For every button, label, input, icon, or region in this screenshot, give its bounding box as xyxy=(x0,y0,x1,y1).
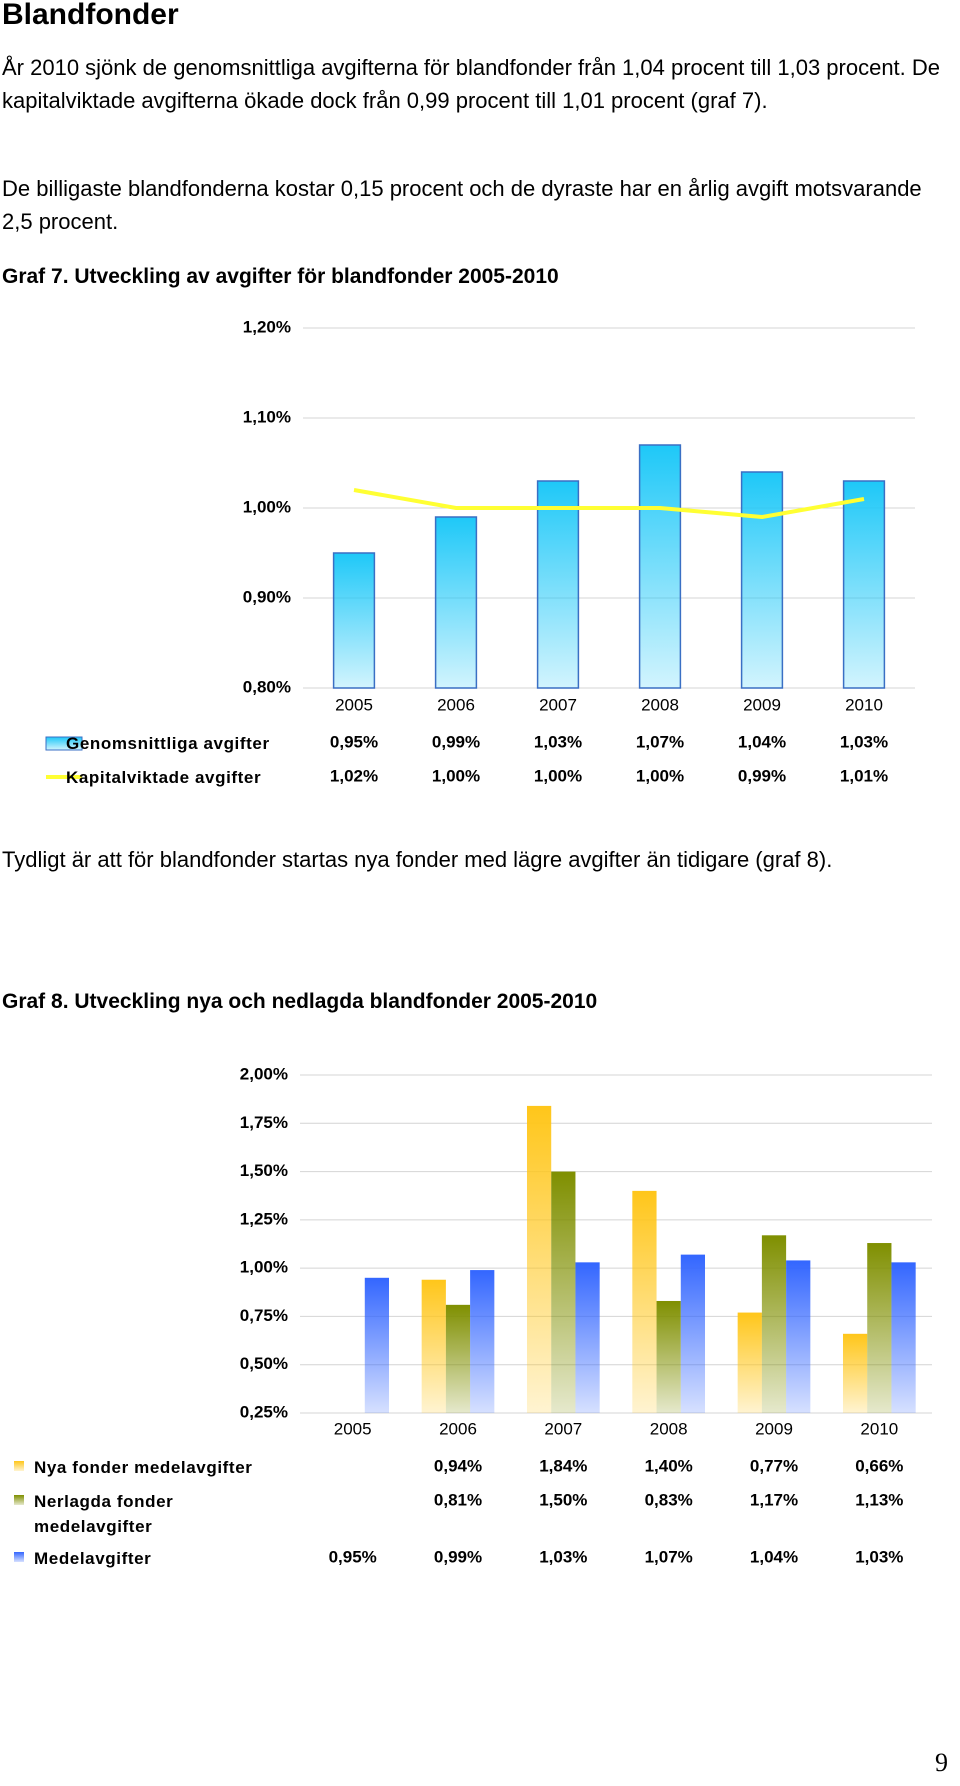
bar xyxy=(638,444,682,689)
legend-label: Kapitalviktade avgifter xyxy=(66,768,262,787)
bar xyxy=(470,1270,495,1413)
x-tick-label: 2006 xyxy=(439,1419,477,1438)
y-tick-label: 1,50% xyxy=(240,1161,288,1180)
value-label: 0,81% xyxy=(434,1490,482,1509)
bar xyxy=(842,480,886,689)
bar xyxy=(761,1235,787,1413)
value-label: 1,03% xyxy=(840,732,888,751)
value-label: 0,77% xyxy=(750,1456,798,1475)
value-label: 1,01% xyxy=(840,766,888,785)
chart-title: Graf 8. Utveckling nya och nedlagda blan… xyxy=(2,990,598,1013)
y-tick-label: 0,75% xyxy=(240,1306,288,1325)
x-tick-label: 2009 xyxy=(743,695,781,714)
y-tick-label: 1,75% xyxy=(240,1113,288,1132)
x-tick-label: 2010 xyxy=(860,1419,898,1438)
bar xyxy=(891,1262,916,1413)
x-tick-label: 2008 xyxy=(641,695,679,714)
bar xyxy=(526,1105,552,1413)
bar xyxy=(737,1312,762,1413)
x-tick-label: 2006 xyxy=(437,695,475,714)
bar xyxy=(332,552,376,689)
legend-icon xyxy=(14,1495,24,1505)
value-label: 1,00% xyxy=(534,766,582,785)
legend-icon xyxy=(45,736,83,751)
y-tick-label: 0,50% xyxy=(240,1354,288,1373)
value-label: 0,99% xyxy=(434,1547,482,1566)
value-label: 0,83% xyxy=(645,1490,693,1509)
x-tick-label: 2005 xyxy=(334,1419,372,1438)
value-label: 0,95% xyxy=(330,732,378,751)
legend-label: Nerlagda fonder medelavgifter xyxy=(34,1492,174,1536)
bar xyxy=(421,1279,446,1413)
legend-label: Nya fonder medelavgifter xyxy=(34,1458,253,1477)
bar xyxy=(786,1260,811,1413)
x-tick-label: 2005 xyxy=(335,695,373,714)
y-tick-label: 1,10% xyxy=(243,407,291,426)
value-label: 0,94% xyxy=(434,1456,482,1475)
paragraph: De billigaste blandfonderna kostar 0,15 … xyxy=(2,176,922,234)
paragraph: Tydligt är att för blandfonder startas n… xyxy=(2,847,833,872)
bar xyxy=(445,1304,471,1413)
value-label: 1,07% xyxy=(636,732,684,751)
value-label: 0,66% xyxy=(855,1456,903,1475)
value-label: 0,99% xyxy=(432,732,480,751)
x-tick-label: 2007 xyxy=(539,695,577,714)
heading: Blandfonder xyxy=(2,0,179,31)
y-tick-label: 1,25% xyxy=(240,1209,288,1228)
paragraph: År 2010 sjönk de genomsnittliga avgifter… xyxy=(2,55,941,113)
legend-label: Medelavgifter xyxy=(34,1549,152,1568)
value-label: 1,40% xyxy=(645,1456,693,1475)
page-number: 9 xyxy=(935,1748,948,1777)
y-tick-label: 0,80% xyxy=(243,677,291,696)
y-tick-label: 1,20% xyxy=(243,317,291,336)
value-label: 1,13% xyxy=(855,1490,903,1509)
value-label: 0,95% xyxy=(329,1547,377,1566)
x-tick-label: 2009 xyxy=(755,1419,793,1438)
legend-icon xyxy=(14,1552,24,1562)
bar xyxy=(575,1262,600,1413)
bar xyxy=(680,1254,706,1413)
y-tick-label: 2,00% xyxy=(240,1064,288,1083)
value-label: 1,03% xyxy=(534,732,582,751)
value-label: 1,07% xyxy=(645,1547,693,1566)
bar xyxy=(867,1243,892,1413)
legend-icon xyxy=(14,1461,24,1471)
x-tick-label: 2008 xyxy=(650,1419,688,1438)
value-label: 1,17% xyxy=(750,1490,798,1509)
x-tick-label: 2007 xyxy=(544,1419,582,1438)
value-label: 1,50% xyxy=(539,1490,587,1509)
legend-label: Genomsnittliga avgifter xyxy=(66,734,270,753)
bar xyxy=(740,471,784,689)
y-tick-label: 1,00% xyxy=(240,1258,288,1277)
value-label: 1,03% xyxy=(855,1547,903,1566)
y-tick-label: 1,00% xyxy=(243,497,291,516)
value-label: 1,00% xyxy=(636,766,684,785)
bar xyxy=(536,480,580,689)
bar xyxy=(434,516,478,689)
value-label: 1,02% xyxy=(330,766,378,785)
value-label: 1,04% xyxy=(750,1547,798,1566)
bar xyxy=(632,1190,657,1413)
value-label: 1,04% xyxy=(738,732,786,751)
value-label: 1,00% xyxy=(432,766,480,785)
bar xyxy=(842,1333,868,1413)
line xyxy=(353,488,865,519)
x-tick-label: 2010 xyxy=(845,695,883,714)
y-tick-label: 0,90% xyxy=(243,587,291,606)
value-label: 1,03% xyxy=(539,1547,587,1566)
value-label: 0,99% xyxy=(738,766,786,785)
bar xyxy=(364,1277,390,1413)
bar xyxy=(656,1300,681,1413)
y-tick-label: 0,25% xyxy=(240,1402,288,1421)
bar xyxy=(551,1171,576,1413)
value-label: 1,84% xyxy=(539,1456,587,1475)
chart-title: Graf 7. Utveckling av avgifter för bland… xyxy=(2,265,559,288)
